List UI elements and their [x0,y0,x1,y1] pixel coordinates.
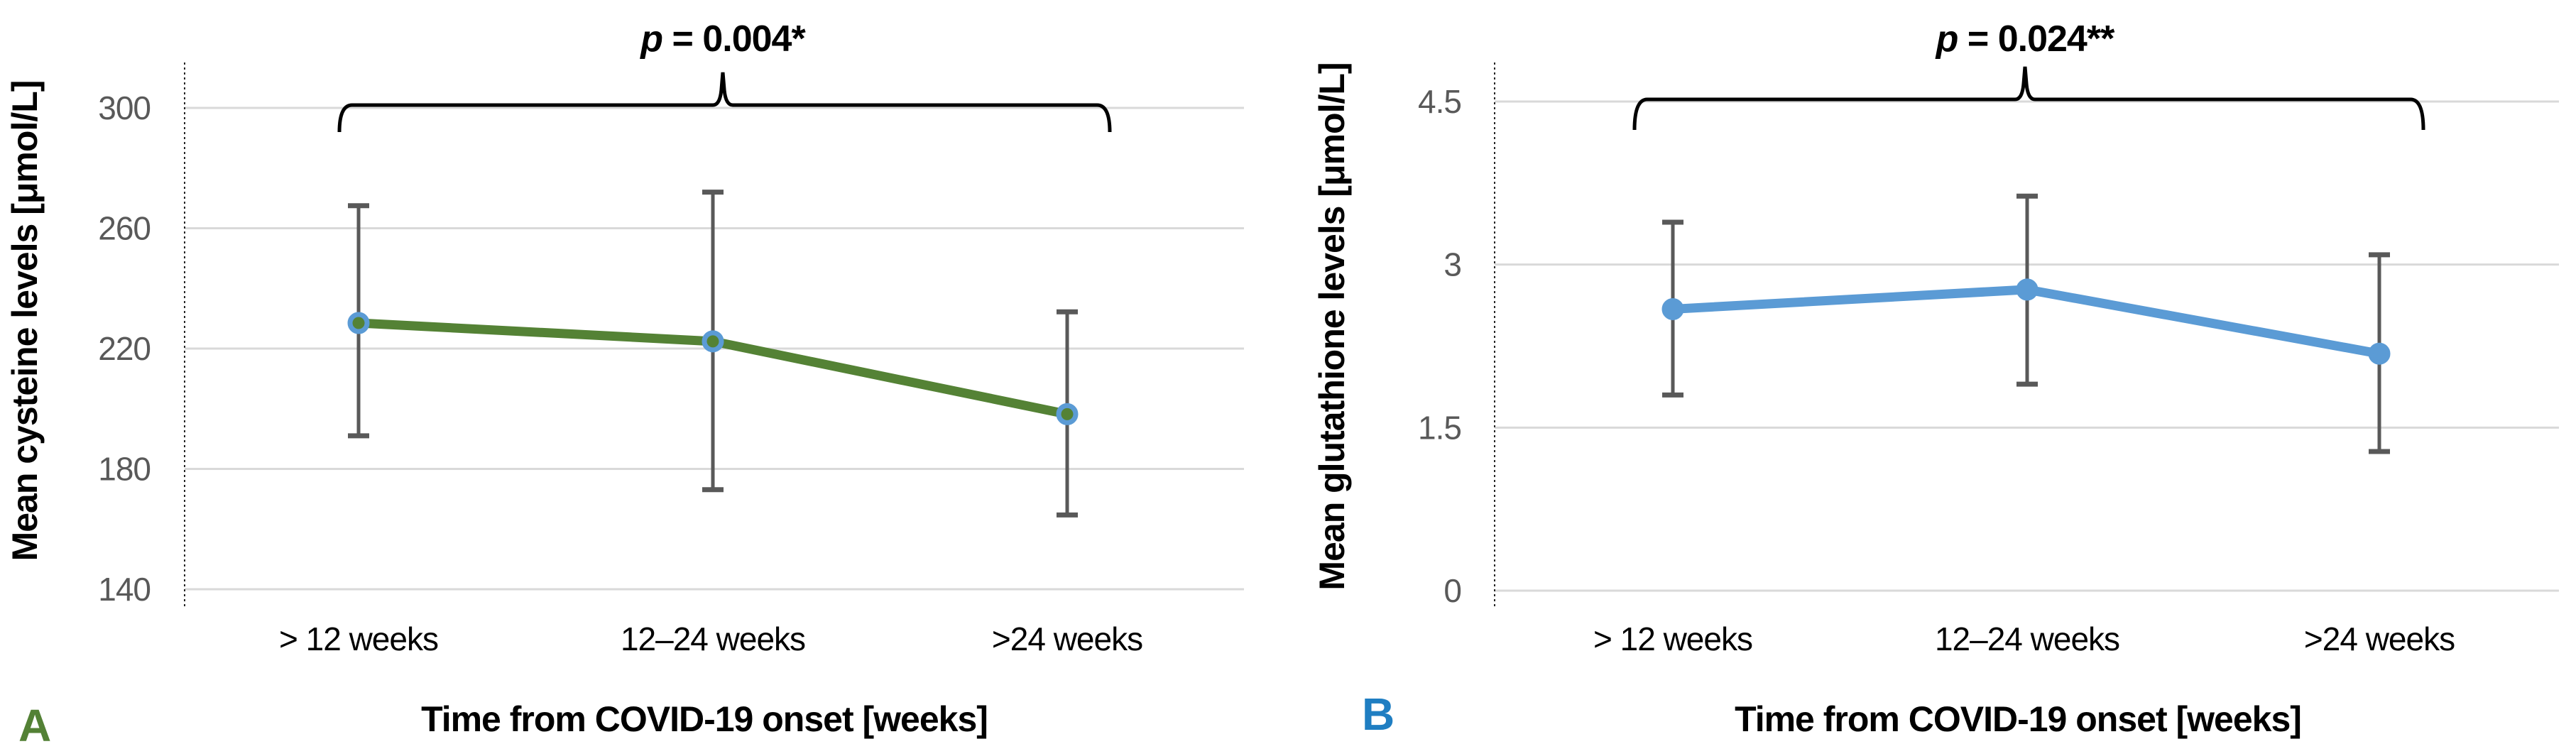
x-category-label-a: >24 weeks [992,620,1142,657]
panel-letter-b: B [1362,689,1394,740]
data-point-marker-a [702,330,724,353]
x-axis-title-a: Time from COVID-19 onset [weeks] [421,699,988,739]
significance-bracket-b [1632,66,2425,131]
y-tick-label-a: 260 [98,210,151,247]
y-tick-label-b: 1.5 [1418,409,1461,446]
y-tick-label-b: 3 [1443,246,1461,283]
x-axis-title-b: Time from COVID-19 onset [weeks] [1735,699,2301,739]
data-point-marker-b [1661,297,1684,320]
p-annotation-value-a: = 0.004* [662,18,806,60]
y-tick-label-a: 220 [98,330,151,367]
y-axis-title-a: Mean cysteine levels [μmol/L] [5,81,45,562]
p-annotation-italic-a: p [639,18,662,60]
x-category-label-b: >24 weeks [2304,620,2455,657]
data-point-marker-b [2016,278,2039,301]
y-tick-label-b: 4.5 [1418,83,1461,120]
x-category-label-b: > 12 weeks [1593,620,1752,657]
y-tick-label-b: 0 [1443,572,1461,609]
data-point-marker-b [2368,342,2391,365]
data-point-marker-a [1056,403,1079,425]
x-category-label-b: 12–24 weeks [1935,620,2119,657]
p-annotation-value-b: = 0.024** [1958,18,2115,60]
y-tick-label-a: 300 [98,89,151,126]
significance-bracket-a [337,72,1112,133]
p-value-annotation-a: p = 0.004* [639,18,806,60]
p-annotation-italic-b: p [1935,18,1958,60]
x-category-label-a: 12–24 weeks [621,620,805,657]
y-axis-title-b: Mean glutathione levels [μmol/L] [1312,62,1352,590]
p-value-annotation-b: p = 0.024** [1935,18,2115,60]
x-category-label-a: > 12 weeks [279,620,438,657]
panel-letter-a: A [18,700,50,744]
data-point-marker-a [347,312,370,334]
y-tick-label-a: 180 [98,451,151,488]
y-tick-label-a: 140 [98,571,151,608]
